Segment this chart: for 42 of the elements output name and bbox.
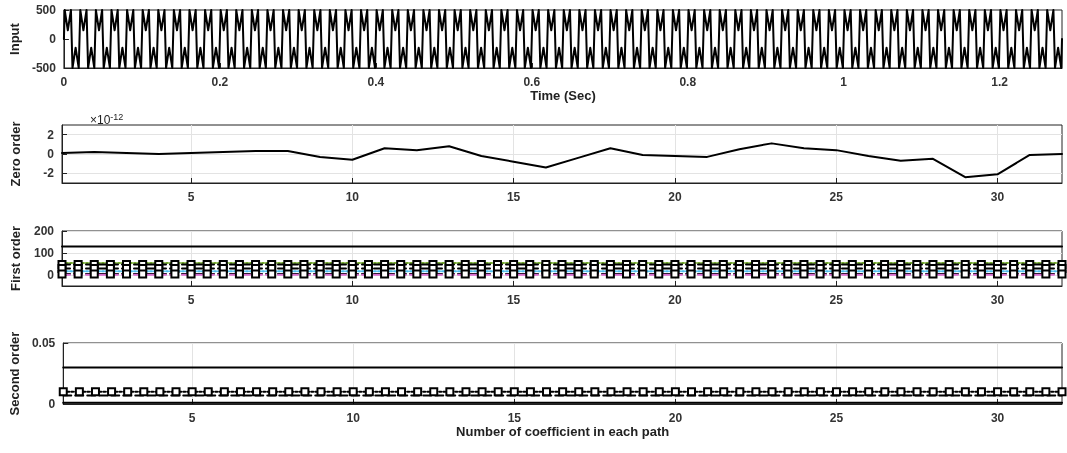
x-tick-label: 20: [668, 190, 682, 204]
x-tick-label: 10: [345, 190, 360, 204]
x-tick-label: 20: [668, 411, 683, 425]
x-tick-label: 25: [829, 411, 844, 425]
y-tick-label: 0: [49, 32, 57, 46]
y-tick-label: 200: [33, 224, 55, 238]
y-tick-label: -2: [43, 166, 55, 181]
y-tick-label: 0: [48, 397, 56, 411]
x-tick-label: 15: [507, 411, 522, 425]
x-tick-label: 25: [829, 293, 844, 307]
x-tick-label: 15: [506, 190, 521, 204]
x-tick-label: 0.2: [211, 75, 229, 89]
x-tick-label: 0: [60, 75, 68, 89]
x-axis-title: Number of coefficient in each path: [456, 423, 670, 439]
y-tick-label: 0.05: [31, 336, 56, 350]
y-tick-label: 100: [33, 246, 55, 260]
x-tick-label: 1: [840, 75, 848, 89]
x-tick-label: 0.4: [367, 75, 385, 89]
y-tick-label: -500: [31, 61, 57, 75]
x-tick-label: 10: [345, 293, 360, 307]
x-tick-label: 5: [187, 190, 195, 204]
x-tick-label: 0.6: [523, 75, 541, 89]
y-axis-title: Second order: [7, 331, 22, 416]
x-tick-label: 30: [990, 411, 1005, 425]
x-tick-label: 30: [990, 293, 1005, 307]
y-tick-label: 0: [47, 268, 55, 282]
x-tick-label: 0.8: [679, 75, 697, 89]
y-tick-label: 500: [35, 3, 57, 17]
y-tick-label: 2: [47, 127, 55, 142]
x-axis-title: Time (Sec): [530, 87, 596, 103]
x-tick-label: 10: [346, 411, 361, 425]
y-axis-title: First order: [8, 225, 23, 292]
x-tick-label: 1.2: [991, 75, 1009, 89]
y-axis-title: Input: [7, 22, 22, 55]
y-axis-title: Zero order: [8, 121, 23, 187]
y-tick-label: 0: [47, 147, 55, 161]
x-tick-label: 20: [668, 293, 682, 307]
x-tick-label: 5: [188, 411, 196, 425]
x-tick-label: 25: [829, 190, 844, 204]
x-tick-label: 30: [990, 190, 1005, 204]
x-tick-label: 5: [187, 293, 195, 307]
x-tick-label: 15: [506, 293, 521, 307]
